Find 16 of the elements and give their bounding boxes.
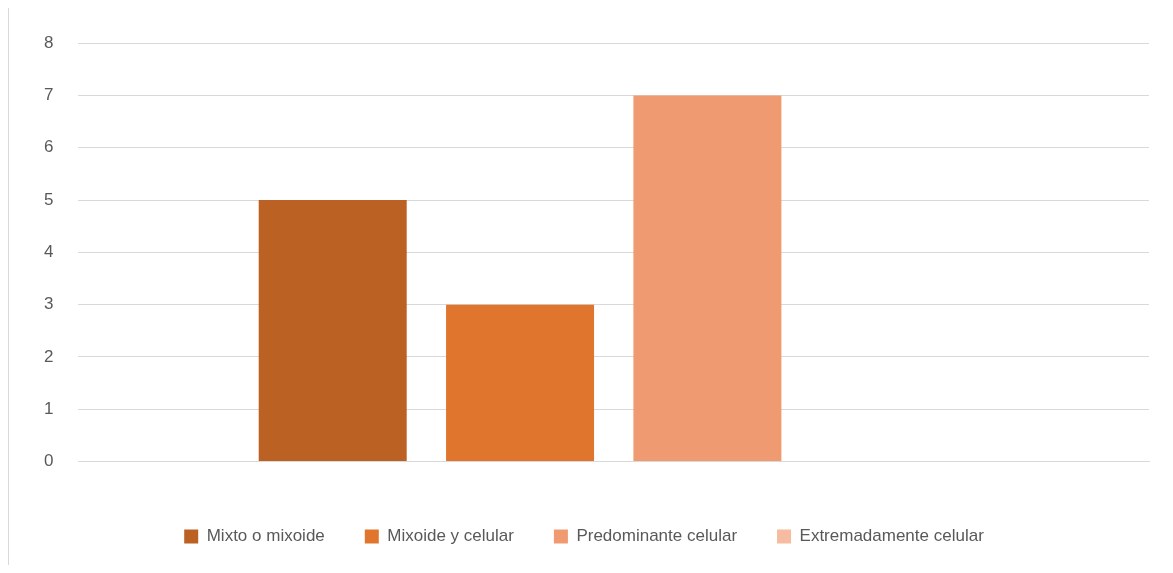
legend-label: Mixoide y celular	[387, 526, 515, 546]
y-tick-label: 2	[43, 346, 54, 366]
legend-label: Mixto o mixoide	[206, 526, 325, 546]
y-tick-label: 4	[43, 242, 54, 262]
y-tick-label: 8	[43, 32, 54, 52]
bar	[633, 95, 782, 462]
legend-label: Extremadamente celular	[799, 526, 985, 546]
y-tick-label: 6	[43, 137, 54, 157]
bar	[258, 200, 407, 462]
y-tick-label: 3	[43, 294, 54, 314]
y-tick-label: 7	[43, 85, 54, 105]
y-tick-label: 5	[43, 189, 54, 209]
y-tick-label: 1	[43, 398, 54, 418]
legend-label: Predominante celular	[576, 526, 738, 546]
bar	[446, 304, 595, 462]
y-tick-label: 0	[43, 451, 54, 471]
